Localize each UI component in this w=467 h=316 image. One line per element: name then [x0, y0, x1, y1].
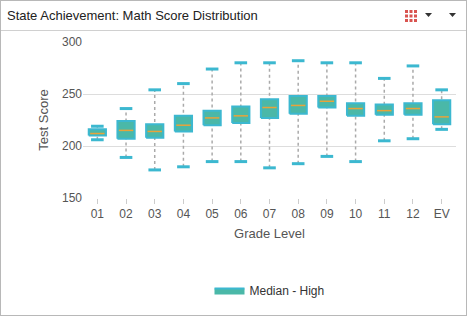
svg-text:07: 07 — [263, 207, 277, 221]
svg-text:Grade Level: Grade Level — [234, 226, 305, 241]
svg-text:04: 04 — [177, 207, 191, 221]
svg-text:Median - High: Median - High — [250, 284, 325, 298]
svg-text:12: 12 — [406, 207, 420, 221]
svg-text:10: 10 — [349, 207, 363, 221]
svg-text:03: 03 — [148, 207, 162, 221]
svg-text:200: 200 — [62, 139, 82, 153]
svg-text:EV: EV — [434, 207, 450, 221]
svg-text:09: 09 — [320, 207, 334, 221]
svg-text:150: 150 — [62, 191, 82, 205]
svg-text:250: 250 — [62, 87, 82, 101]
svg-text:06: 06 — [234, 207, 248, 221]
svg-text:05: 05 — [205, 207, 219, 221]
svg-text:02: 02 — [119, 207, 133, 221]
svg-text:01: 01 — [91, 207, 105, 221]
svg-text:08: 08 — [292, 207, 306, 221]
svg-text:300: 300 — [62, 35, 82, 49]
svg-text:Test Score: Test Score — [36, 89, 51, 150]
html-text:State Achievement: Math Score: State Achievement: Math Score Distributi… — [7, 8, 258, 23]
svg-text:11: 11 — [378, 207, 391, 221]
